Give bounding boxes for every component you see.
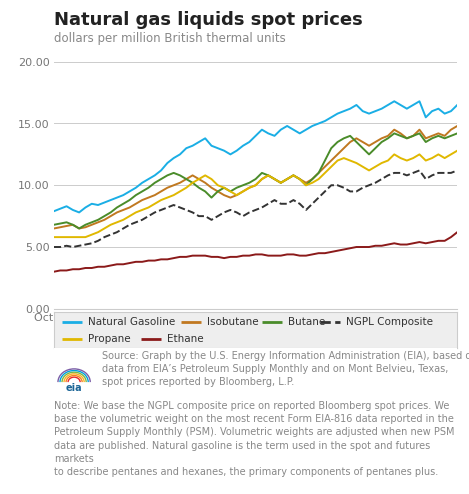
Text: Propane: Propane [88, 334, 131, 344]
Text: Note: We base the NGPL composite price on reported Bloomberg spot prices. We
bas: Note: We base the NGPL composite price o… [54, 401, 454, 477]
Text: Butane: Butane [288, 317, 325, 328]
Text: Natural Gasoline: Natural Gasoline [88, 317, 175, 328]
Text: NGPL Composite: NGPL Composite [346, 317, 433, 328]
Text: Ethane: Ethane [167, 334, 204, 344]
Text: Source: Graph by the U.S. Energy Information Administration (EIA), based on
data: Source: Graph by the U.S. Energy Informa… [102, 351, 469, 387]
Text: Natural gas liquids spot prices: Natural gas liquids spot prices [54, 11, 363, 29]
Text: Isobutane: Isobutane [207, 317, 259, 328]
Text: dollars per million British thermal units: dollars per million British thermal unit… [54, 32, 286, 45]
